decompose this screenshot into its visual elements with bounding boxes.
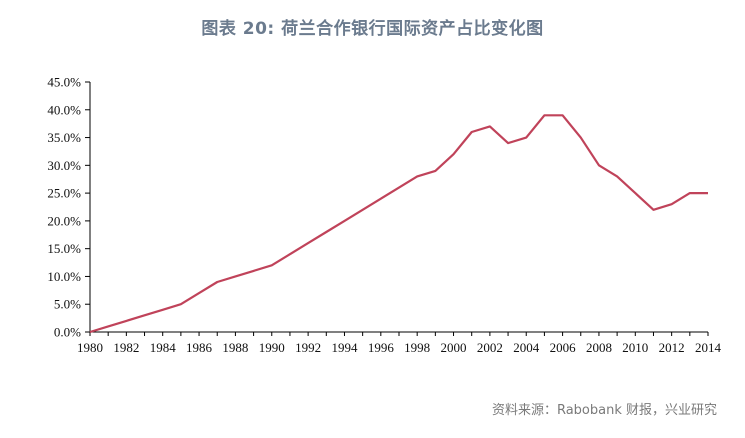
x-tick: 1996 [368,340,395,355]
x-tick-label: 1992 [295,340,321,355]
source-note: 资料来源：Rabobank 财报，兴业研究 [491,403,717,418]
y-tick: 35.0% [47,130,90,145]
x-tick-label: 2012 [659,340,685,355]
x-tick: 2012 [659,340,685,355]
y-tick-label: 15.0% [47,241,81,256]
y-tick: 15.0% [47,241,90,256]
y-tick-label: 10.0% [47,269,81,284]
y-tick-label: 45.0% [47,75,81,90]
y-axis: 0.0% 5.0% 10.0% 15.0% 20.0% 25.0% 30.0% 35.0% 40… [47,75,91,340]
x-tick: 1980 [77,340,103,355]
y-tick-label: 20.0% [47,213,81,228]
x-tick: 1994 [331,340,358,355]
x-tick-label: 2010 [622,340,648,355]
x-tick-label: 1982 [113,340,139,355]
x-tick-label: 2000 [441,340,467,355]
y-tick: 0.0% [54,325,90,340]
y-tick-label: 30.0% [47,158,81,173]
y-tick: 45.0% [47,75,90,90]
x-tick-label: 1980 [77,340,103,355]
y-tick-label: 0.0% [54,325,81,340]
x-axis: 1980 1982 1984 1986 1988 1990 1992 1994 1996 1998… [77,331,722,355]
y-tick: 10.0% [47,269,90,284]
x-tick: 2014 [695,340,722,355]
x-tick-label: 2014 [695,340,722,355]
y-tick: 40.0% [47,102,90,117]
y-tick-label: 25.0% [47,186,81,201]
x-tick: 2004 [513,340,540,355]
x-tick: 2000 [441,340,467,355]
x-tick: 1990 [259,340,285,355]
y-tick-label: 5.0% [54,297,81,312]
x-tick: 1988 [222,340,248,355]
x-tick-label: 1990 [259,340,285,355]
x-tick: 2008 [586,340,612,355]
x-tick: 1992 [295,340,321,355]
y-tick-label: 40.0% [47,102,81,117]
x-tick-label: 1984 [150,340,177,355]
x-tick-label: 1996 [368,340,395,355]
chart-title: 图表 20: 荷兰合作银行国际资产占比变化图 [201,19,544,39]
x-tick-label: 1988 [222,340,248,355]
series-line [89,114,708,334]
x-tick-label: 1998 [404,340,430,355]
y-tick: 30.0% [47,158,90,173]
x-tick: 1982 [113,340,139,355]
x-tick-label: 2004 [513,340,540,355]
x-tick: 2010 [622,340,648,355]
x-tick-label: 2002 [477,340,503,355]
x-tick: 1986 [186,340,213,355]
x-tick-label: 1994 [331,340,358,355]
y-tick-label: 35.0% [47,130,81,145]
x-tick-label: 1986 [186,340,213,355]
x-tick-label: 2006 [550,340,577,355]
x-tick: 2002 [477,340,503,355]
x-tick-label: 2008 [586,340,612,355]
y-tick: 25.0% [47,186,90,201]
x-tick: 1984 [150,340,177,355]
x-tick: 2006 [550,340,577,355]
x-tick: 1998 [404,340,430,355]
y-tick: 5.0% [54,297,90,312]
y-tick: 20.0% [47,213,90,228]
